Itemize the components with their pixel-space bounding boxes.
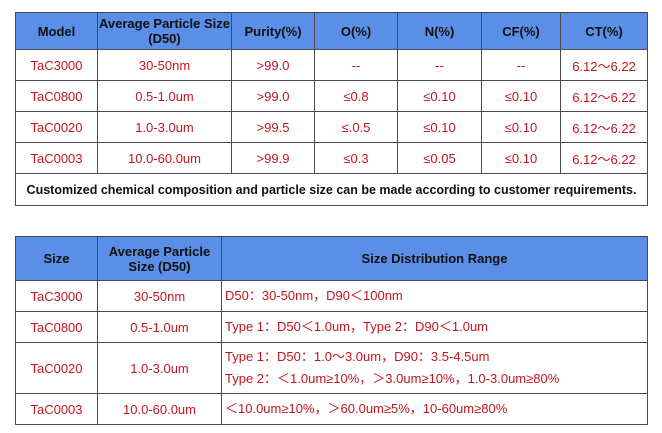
table-row: TaC0020 1.0-3.0um Type 1：D50：1.0～3.0um，D… <box>15 342 648 394</box>
nitrogen-cell: ≤0.05 <box>397 142 482 174</box>
oxygen-cell: ≤.0.5 <box>314 111 398 143</box>
table-row: TaC0003 10.0-60.0um ＜10.0um≥10%，＞60.0um≥… <box>15 393 648 425</box>
header-size: Size <box>15 236 98 281</box>
header-average-particle-size: Average Particle Size (D50) <box>97 12 232 50</box>
distribution-line: Type 2：＜1.0um≥10%，＞3.0um≥10%，1.0-3.0um≥8… <box>225 371 560 386</box>
model-cell: TaC0800 <box>15 311 98 343</box>
particle-size-cell: 0.5-1.0um <box>97 311 222 343</box>
purity-cell: >99.0 <box>231 49 315 81</box>
header-model: Model <box>15 12 98 50</box>
model-cell: TaC0003 <box>15 393 98 425</box>
nitrogen-cell: -- <box>397 49 482 81</box>
table-row: TaC0800 0.5-1.0um Type 1：D50＜1.0um，Type … <box>15 311 648 343</box>
particle-size-cell: 1.0-3.0um <box>97 111 232 143</box>
distribution-range-cell: D50：30-50nm，D90＜100nm <box>221 280 648 312</box>
header-total-carbon: CT(%) <box>560 12 648 50</box>
header-nitrogen: N(%) <box>397 12 482 50</box>
model-cell: TaC0003 <box>15 142 98 174</box>
model-cell: TaC0020 <box>15 342 98 394</box>
size-distribution-table: Size Average Particle Size (D50) Size Di… <box>15 236 648 425</box>
total-carbon-cell: 6.12～6.22 <box>560 80 648 112</box>
particle-size-cell: 30-50nm <box>97 280 222 312</box>
distribution-range-cell: Type 1：D50：1.0～3.0um，D90：3.5-4.5um Type … <box>221 342 648 394</box>
model-cell: TaC0800 <box>15 80 98 112</box>
table-header-row: Model Average Particle Size (D50) Purity… <box>15 12 648 50</box>
free-carbon-cell: -- <box>481 49 561 81</box>
total-carbon-cell: 6.12～6.22 <box>560 142 648 174</box>
distribution-range-cell: Type 1：D50＜1.0um，Type 2：D90＜1.0um <box>221 311 648 343</box>
particle-size-cell: 1.0-3.0um <box>97 342 222 394</box>
specifications-table: Model Average Particle Size (D50) Purity… <box>15 12 648 206</box>
particle-size-cell: 10.0-60.0um <box>97 393 222 425</box>
model-cell: TaC3000 <box>15 280 98 312</box>
header-free-carbon: CF(%) <box>481 12 561 50</box>
particle-size-cell: 30-50nm <box>97 49 232 81</box>
particle-size-cell: 10.0-60.0um <box>97 142 232 174</box>
header-oxygen: O(%) <box>314 12 398 50</box>
distribution-line: Type 1：D50＜1.0um，Type 2：D90＜1.0um <box>225 319 489 334</box>
distribution-range-cell: ＜10.0um≥10%，＞60.0um≥5%，10-60um≥80% <box>221 393 648 425</box>
free-carbon-cell: ≤0.10 <box>481 111 561 143</box>
note-row: Customized chemical composition and part… <box>15 173 648 206</box>
purity-cell: >99.0 <box>231 80 315 112</box>
distribution-line: ＜10.0um≥10%，＞60.0um≥5%，10-60um≥80% <box>225 401 508 416</box>
table-row: TaC0800 0.5-1.0um >99.0 ≤0.8 ≤0.10 ≤0.10… <box>15 80 648 112</box>
total-carbon-cell: 6.12～6.22 <box>560 111 648 143</box>
header-purity: Purity(%) <box>231 12 315 50</box>
table-row: TaC3000 30-50nm D50：30-50nm，D90＜100nm <box>15 280 648 312</box>
table-row: TaC0003 10.0-60.0um >99.9 ≤0.3 ≤0.05 ≤0.… <box>15 142 648 174</box>
free-carbon-cell: ≤0.10 <box>481 142 561 174</box>
table-row: TaC3000 30-50nm >99.0 -- -- -- 6.12～6.22 <box>15 49 648 81</box>
oxygen-cell: ≤0.8 <box>314 80 398 112</box>
purity-cell: >99.9 <box>231 142 315 174</box>
distribution-line: D50：30-50nm，D90＜100nm <box>225 288 403 303</box>
free-carbon-cell: ≤0.10 <box>481 80 561 112</box>
oxygen-cell: ≤0.3 <box>314 142 398 174</box>
distribution-line: Type 1：D50：1.0～3.0um，D90：3.5-4.5um <box>225 349 490 364</box>
table-header-row: Size Average Particle Size (D50) Size Di… <box>15 236 648 281</box>
purity-cell: >99.5 <box>231 111 315 143</box>
header-size-distribution-range: Size Distribution Range <box>221 236 648 281</box>
particle-size-cell: 0.5-1.0um <box>97 80 232 112</box>
total-carbon-cell: 6.12～6.22 <box>560 49 648 81</box>
model-cell: TaC0020 <box>15 111 98 143</box>
header-average-particle-size: Average Particle Size (D50) <box>97 236 222 281</box>
customization-note: Customized chemical composition and part… <box>15 173 648 206</box>
table-row: TaC0020 1.0-3.0um >99.5 ≤.0.5 ≤0.10 ≤0.1… <box>15 111 648 143</box>
oxygen-cell: -- <box>314 49 398 81</box>
nitrogen-cell: ≤0.10 <box>397 80 482 112</box>
nitrogen-cell: ≤0.10 <box>397 111 482 143</box>
model-cell: TaC3000 <box>15 49 98 81</box>
